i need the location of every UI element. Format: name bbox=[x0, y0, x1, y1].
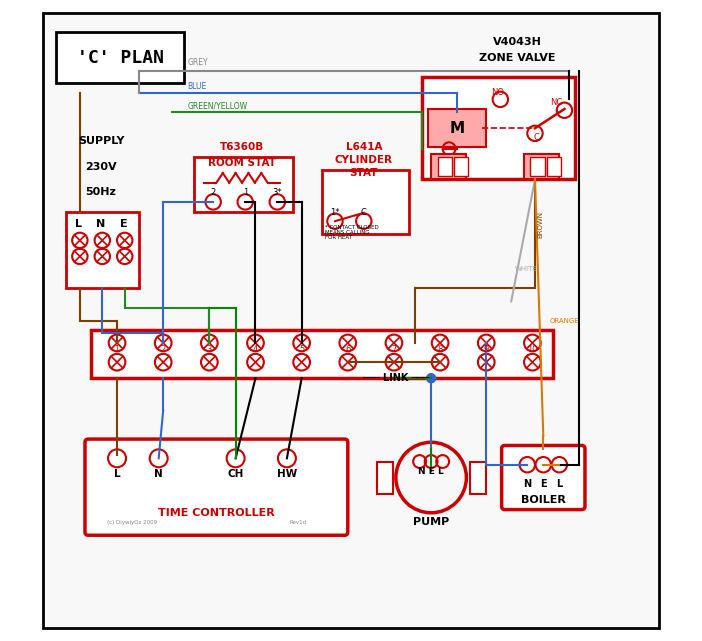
FancyBboxPatch shape bbox=[66, 212, 140, 288]
Text: HW: HW bbox=[277, 469, 297, 479]
Text: GREEN/YELLOW: GREEN/YELLOW bbox=[187, 101, 248, 110]
FancyBboxPatch shape bbox=[502, 445, 585, 510]
Text: E: E bbox=[540, 479, 547, 489]
FancyBboxPatch shape bbox=[531, 157, 545, 176]
Text: 'C' PLAN: 'C' PLAN bbox=[77, 49, 164, 67]
Text: 9: 9 bbox=[484, 345, 489, 354]
Text: TIME CONTROLLER: TIME CONTROLLER bbox=[158, 508, 274, 518]
Text: SUPPLY: SUPPLY bbox=[78, 136, 124, 146]
FancyBboxPatch shape bbox=[421, 77, 576, 179]
Text: (c) DiywiyOz 2009: (c) DiywiyOz 2009 bbox=[107, 520, 157, 525]
Text: 50Hz: 50Hz bbox=[86, 187, 117, 197]
Text: V4043H: V4043H bbox=[494, 37, 542, 47]
Text: Rev1d: Rev1d bbox=[289, 520, 306, 525]
Text: E: E bbox=[119, 219, 127, 229]
FancyBboxPatch shape bbox=[91, 330, 553, 378]
Text: 2: 2 bbox=[161, 345, 166, 354]
FancyBboxPatch shape bbox=[56, 32, 185, 83]
FancyBboxPatch shape bbox=[470, 462, 486, 494]
Text: 2: 2 bbox=[211, 188, 216, 197]
Text: STAT: STAT bbox=[350, 168, 378, 178]
Text: 8: 8 bbox=[437, 345, 443, 354]
Text: 4: 4 bbox=[253, 345, 258, 354]
Text: BOILER: BOILER bbox=[521, 495, 566, 505]
Text: * CONTACT CLOSED: * CONTACT CLOSED bbox=[325, 225, 379, 230]
Text: 1*: 1* bbox=[330, 208, 340, 217]
Text: N: N bbox=[154, 469, 163, 479]
Text: 1: 1 bbox=[114, 345, 119, 354]
Text: T6360B: T6360B bbox=[220, 142, 264, 153]
Text: ORANGE: ORANGE bbox=[550, 317, 579, 324]
Text: L: L bbox=[114, 469, 120, 479]
Text: CH: CH bbox=[227, 469, 244, 479]
Text: 7: 7 bbox=[391, 345, 397, 354]
Text: 3*: 3* bbox=[272, 188, 282, 197]
FancyBboxPatch shape bbox=[377, 462, 392, 494]
Text: BLUE: BLUE bbox=[187, 82, 207, 91]
FancyBboxPatch shape bbox=[322, 170, 409, 234]
Text: NC: NC bbox=[550, 98, 562, 107]
FancyBboxPatch shape bbox=[44, 13, 658, 628]
Text: BROWN: BROWN bbox=[537, 211, 543, 238]
FancyBboxPatch shape bbox=[194, 157, 293, 212]
FancyBboxPatch shape bbox=[546, 157, 561, 176]
Text: 1: 1 bbox=[243, 188, 248, 197]
Text: L641A: L641A bbox=[345, 142, 382, 153]
FancyBboxPatch shape bbox=[524, 154, 559, 179]
Text: L: L bbox=[556, 479, 562, 489]
Text: ─── LINK ───: ─── LINK ─── bbox=[362, 373, 430, 383]
Text: L: L bbox=[75, 219, 82, 229]
Text: CYLINDER: CYLINDER bbox=[335, 155, 393, 165]
FancyBboxPatch shape bbox=[437, 157, 451, 176]
FancyBboxPatch shape bbox=[431, 154, 466, 179]
Text: 230V: 230V bbox=[85, 162, 117, 172]
Text: MEANS CALLING: MEANS CALLING bbox=[325, 230, 370, 235]
FancyBboxPatch shape bbox=[85, 439, 347, 535]
Text: N: N bbox=[523, 479, 531, 489]
Text: M: M bbox=[449, 121, 464, 136]
Text: GREY: GREY bbox=[187, 58, 208, 67]
Text: WHITE: WHITE bbox=[515, 266, 537, 272]
Text: ROOM STAT: ROOM STAT bbox=[208, 158, 276, 169]
Text: 10: 10 bbox=[527, 345, 538, 354]
Text: C: C bbox=[534, 133, 540, 142]
Text: 3: 3 bbox=[206, 345, 212, 354]
Text: N E L: N E L bbox=[418, 467, 444, 476]
Text: ZONE VALVE: ZONE VALVE bbox=[479, 53, 556, 63]
Circle shape bbox=[427, 374, 436, 383]
FancyBboxPatch shape bbox=[453, 157, 468, 176]
Text: NO: NO bbox=[491, 88, 503, 97]
Text: N: N bbox=[96, 219, 105, 229]
Text: 5: 5 bbox=[299, 345, 304, 354]
Text: PUMP: PUMP bbox=[413, 517, 449, 528]
Text: 6: 6 bbox=[345, 345, 350, 354]
FancyBboxPatch shape bbox=[428, 109, 486, 147]
Text: FOR HEAT: FOR HEAT bbox=[325, 235, 352, 240]
Text: C: C bbox=[361, 208, 366, 217]
